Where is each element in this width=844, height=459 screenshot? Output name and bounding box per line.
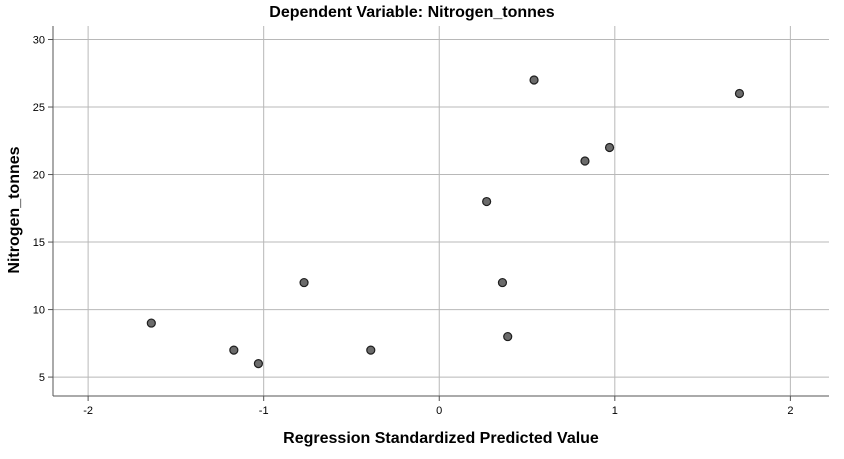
y-tick-label: 25 (33, 102, 45, 114)
y-tick-label: 15 (33, 237, 45, 249)
x-tick-label: 1 (612, 405, 618, 417)
data-point (253, 358, 264, 369)
data-points (146, 75, 745, 369)
x-tick-label: -1 (259, 405, 269, 417)
data-point (503, 331, 513, 342)
y-tick-label: 30 (33, 35, 45, 47)
x-tick-label: 0 (436, 405, 442, 417)
data-point (229, 345, 239, 355)
x-tick-labels: -2 -1 0 1 2 (83, 405, 793, 417)
data-point (366, 345, 376, 355)
data-point (734, 88, 745, 99)
data-point (604, 142, 615, 153)
chart-title: Dependent Variable: Nitrogen_tonnes (269, 4, 554, 21)
axes (48, 26, 829, 401)
grid (53, 26, 829, 396)
y-tick-label: 20 (33, 170, 45, 182)
x-tick-label: 2 (787, 405, 793, 417)
y-axis-label: Nitrogen_tonnes (6, 146, 23, 273)
y-tick-label: 10 (33, 305, 45, 317)
data-point (497, 277, 508, 288)
x-tick-label: -2 (83, 405, 93, 417)
data-point (482, 196, 492, 207)
x-axis-label: Regression Standardized Predicted Value (283, 430, 599, 447)
data-point (529, 75, 539, 85)
y-tick-labels: 5 10 15 20 25 30 (33, 35, 45, 385)
y-tick-label: 5 (39, 372, 45, 384)
data-point (580, 156, 590, 166)
data-point (146, 318, 156, 328)
data-point (299, 277, 309, 288)
